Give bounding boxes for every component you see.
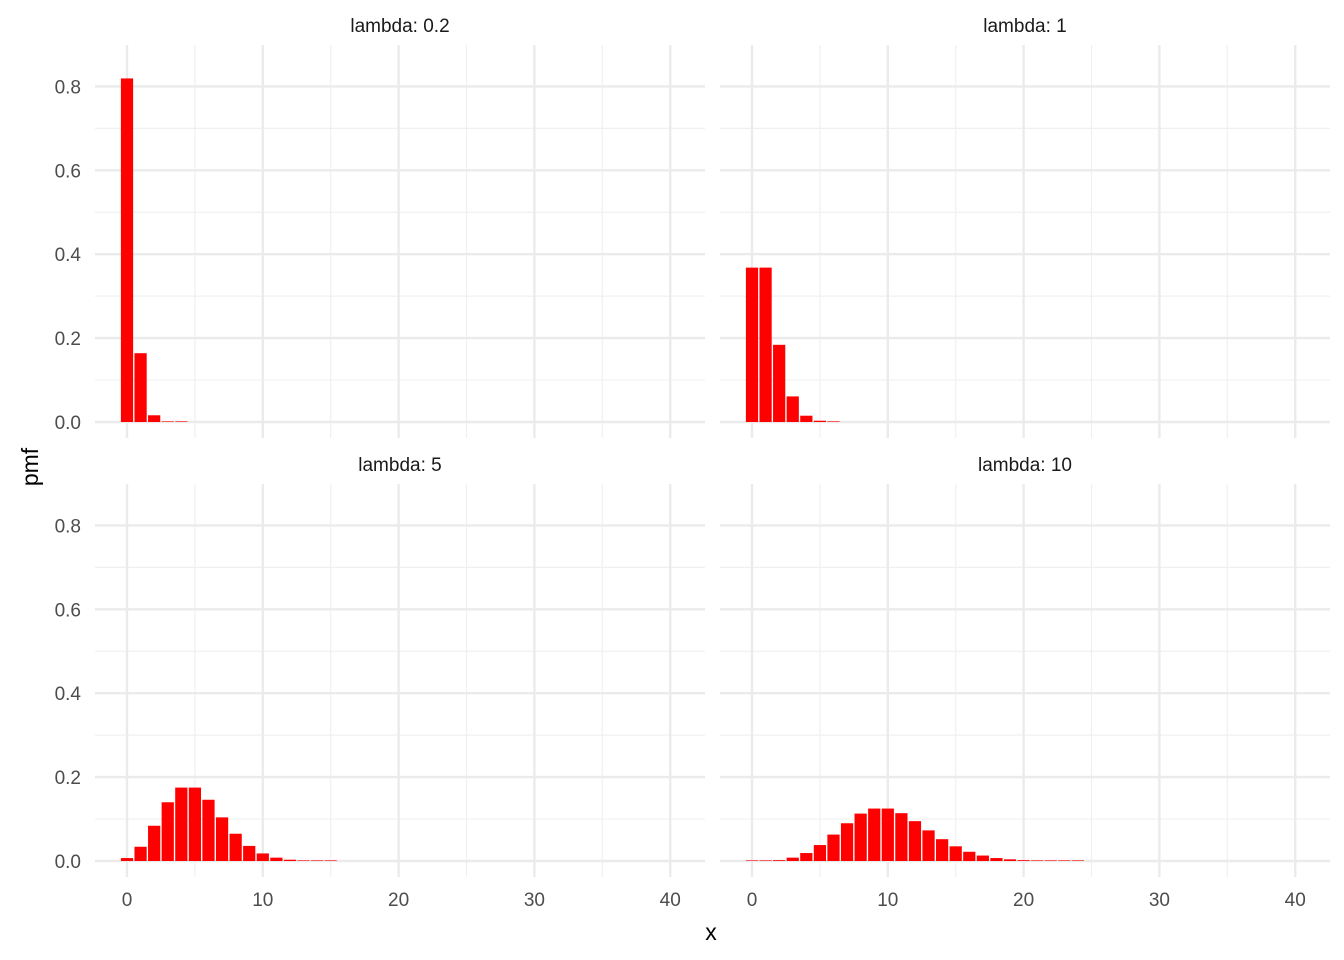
bar <box>243 845 256 861</box>
bar <box>881 808 894 861</box>
bar <box>270 857 283 861</box>
facet-strip-label: lambda: 1 <box>983 16 1066 37</box>
facet-strip-label: lambda: 5 <box>358 455 441 476</box>
bar <box>188 787 202 861</box>
bar <box>759 267 772 422</box>
y-tick-label: 0.8 <box>55 77 81 98</box>
y-tick-label: 0.0 <box>55 413 81 434</box>
x-tick-label: 40 <box>1285 890 1306 911</box>
y-tick-label: 0.6 <box>55 600 81 621</box>
bar <box>976 855 989 861</box>
facet-panel: lambda: 1 <box>720 16 1330 438</box>
x-tick-label: 10 <box>877 890 898 911</box>
bar <box>120 78 134 422</box>
bar <box>922 830 935 861</box>
bar <box>297 860 310 861</box>
x-tick-label: 0 <box>747 890 758 911</box>
x-tick-label: 30 <box>1149 890 1170 911</box>
x-tick-label: 20 <box>388 890 409 911</box>
y-tick-label: 0.6 <box>55 161 81 182</box>
x-tick-label: 10 <box>252 890 273 911</box>
bar <box>963 851 976 861</box>
x-tick-label: 20 <box>1013 890 1034 911</box>
y-tick-label: 0.4 <box>55 684 82 705</box>
bar <box>283 859 297 861</box>
bar <box>854 813 867 861</box>
bar <box>1058 860 1071 861</box>
bar <box>895 813 908 861</box>
bar <box>773 344 786 422</box>
bar <box>990 858 1003 861</box>
facet-strip-label: lambda: 10 <box>978 455 1072 476</box>
bar <box>868 808 881 861</box>
x-tick-label: 0 <box>122 890 133 911</box>
bar <box>1003 859 1017 861</box>
y-tick-label: 0.4 <box>55 245 82 266</box>
bar <box>324 860 337 861</box>
y-tick-label: 0.0 <box>55 852 81 873</box>
bar <box>773 860 786 861</box>
bar <box>175 787 188 861</box>
facet-strip-label: lambda: 0.2 <box>350 16 449 37</box>
bar <box>840 823 854 861</box>
y-tick-label: 0.8 <box>55 516 81 537</box>
bar <box>1044 860 1057 861</box>
bar <box>202 799 215 861</box>
bar <box>786 857 799 861</box>
bar <box>120 858 134 861</box>
bar <box>134 846 147 861</box>
bar <box>813 845 827 861</box>
y-tick-label: 0.2 <box>55 768 81 789</box>
bar <box>745 267 759 422</box>
bar <box>161 421 174 422</box>
y-axis-ticks: 0.0 0.2 0.4 0.6 0.8 0.0 0.2 0.4 0.6 0.8 <box>55 77 82 873</box>
bar <box>161 802 174 861</box>
bar <box>1071 860 1085 861</box>
facet-panel: lambda: 10 <box>720 455 1330 877</box>
bar <box>745 860 759 861</box>
bar <box>148 415 161 422</box>
x-axis-title: x <box>705 919 717 945</box>
y-axis-title: pmf <box>17 447 43 486</box>
x-tick-label: 40 <box>660 890 681 911</box>
bar <box>311 860 324 861</box>
bar <box>813 420 827 422</box>
facet-panels: lambda: 0.2 lambda: 1 lambda: 5 lambda: 10 <box>95 16 1330 877</box>
bar <box>215 817 229 861</box>
x-axis-ticks: 0 10 20 30 40 0 10 20 30 40 <box>122 890 1306 911</box>
bar <box>800 853 813 861</box>
facet-panel: lambda: 5 <box>95 455 705 877</box>
facet-panel: lambda: 0.2 <box>95 16 705 438</box>
bar <box>786 396 799 422</box>
bar <box>936 839 949 861</box>
bar <box>908 821 922 861</box>
bar <box>1031 860 1044 861</box>
bar <box>256 853 269 861</box>
bar <box>827 834 840 861</box>
bar <box>949 846 962 861</box>
bar <box>759 860 772 861</box>
y-tick-label: 0.2 <box>55 329 81 350</box>
bar <box>229 833 242 861</box>
bar <box>1017 860 1030 861</box>
bar <box>175 421 188 422</box>
bar <box>134 353 147 422</box>
bar <box>827 421 840 422</box>
bar <box>800 415 813 422</box>
bar <box>148 825 161 861</box>
x-tick-label: 30 <box>524 890 545 911</box>
